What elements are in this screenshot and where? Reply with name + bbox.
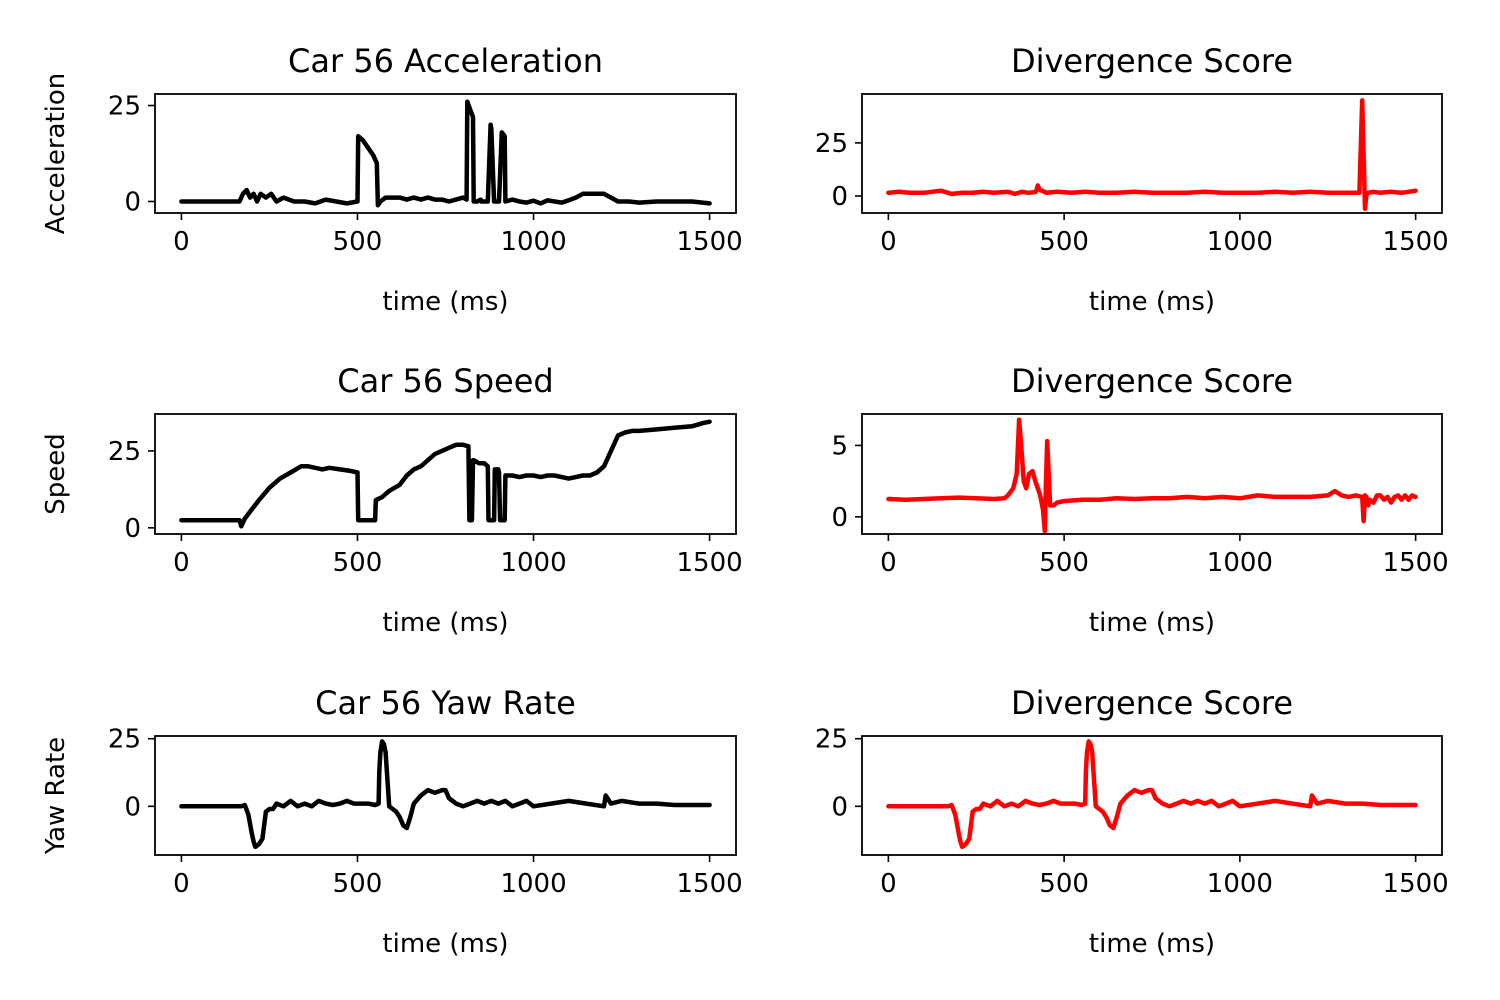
series-line-3-1	[179, 419, 712, 529]
axes-frame	[154, 413, 737, 535]
axes-frame	[154, 93, 737, 214]
subplot-title: Divergence Score	[1011, 684, 1293, 722]
x-axis-label: time (ms)	[382, 287, 508, 317]
axes-frame	[861, 735, 1443, 856]
series-line-1-1	[179, 99, 712, 208]
y-tick-label: 25	[108, 725, 141, 755]
x-tick-label: 500	[333, 227, 383, 257]
x-tick-label: 500	[1039, 227, 1089, 257]
subplot-title: Car 56 Acceleration	[288, 42, 603, 80]
y-tick-label: 0	[124, 514, 141, 544]
x-tick-label: 0	[880, 548, 897, 578]
x-tick-label: 1500	[677, 227, 743, 257]
y-axis-label: Yaw Rate	[41, 737, 71, 855]
x-tick-label: 500	[333, 869, 383, 899]
series-line-6-1	[886, 739, 1418, 850]
subplot-3: 0 500 1000 1500 0 25 Car 56 Speed time (ms) Spee…	[41, 362, 743, 638]
x-tick-label: 1000	[1207, 869, 1273, 899]
x-tick-label: 0	[173, 227, 190, 257]
x-axis-label: time (ms)	[382, 608, 508, 638]
x-tick-label: 1500	[1383, 548, 1449, 578]
axes-frame	[154, 735, 737, 856]
x-axis-label: time (ms)	[1089, 608, 1215, 638]
x-tick-label: 0	[880, 227, 897, 257]
x-tick-label: 500	[1039, 869, 1089, 899]
x-axis-label: time (ms)	[382, 929, 508, 959]
x-tick-label: 500	[1039, 548, 1089, 578]
x-tick-label: 1500	[1383, 869, 1449, 899]
y-tick-label: 25	[108, 437, 141, 467]
x-tick-label: 1500	[677, 869, 743, 899]
subplot-title: Divergence Score	[1011, 42, 1293, 80]
y-tick-label: 5	[831, 431, 848, 461]
y-tick-label: 0	[124, 792, 141, 822]
y-axis-label: Acceleration	[41, 73, 71, 235]
x-tick-label: 0	[173, 548, 190, 578]
y-tick-label: 0	[124, 187, 141, 217]
y-tick-label: 0	[831, 792, 848, 822]
subplot-title: Divergence Score	[1011, 362, 1293, 400]
x-tick-label: 500	[333, 548, 383, 578]
subplot-title: Car 56 Speed	[337, 362, 553, 400]
series-line-2-1	[886, 98, 1418, 212]
axes-frame	[861, 93, 1443, 214]
subplot-2: 0 500 1000 1500 0 25 Divergence Score time (ms)	[815, 42, 1449, 317]
series-line-4-1	[886, 417, 1418, 534]
x-axis-label: time (ms)	[1089, 929, 1215, 959]
x-tick-label: 0	[173, 869, 190, 899]
y-tick-label: 25	[108, 92, 141, 122]
x-tick-label: 1500	[1383, 227, 1449, 257]
x-tick-label: 1000	[500, 227, 566, 257]
x-tick-label: 1000	[1207, 548, 1273, 578]
x-axis-label: time (ms)	[1089, 287, 1215, 317]
x-tick-label: 0	[880, 869, 897, 899]
subplot-5: 0 500 1000 1500 0 25 Car 56 Yaw Rate time (ms) Y…	[41, 684, 743, 959]
subplot-1: 0 500 1000 1500 0 25 Car 56 Acceleration time (…	[41, 42, 743, 317]
y-tick-label: 0	[831, 182, 848, 212]
axes-frame	[861, 413, 1443, 535]
x-tick-label: 1000	[1207, 227, 1273, 257]
subplot-4: 0 500 1000 1500 0 5 Divergence Score time (ms)	[831, 362, 1448, 638]
y-axis-label: Speed	[41, 433, 71, 515]
x-tick-label: 1500	[677, 548, 743, 578]
y-tick-label: 25	[815, 725, 848, 755]
series-line-5-1	[179, 739, 712, 850]
y-tick-label: 25	[815, 129, 848, 159]
subplot-6: 0 500 1000 1500 0 25 Divergence Score time (ms)	[815, 684, 1449, 959]
x-tick-label: 1000	[500, 548, 566, 578]
x-tick-label: 1000	[500, 869, 566, 899]
subplot-title: Car 56 Yaw Rate	[315, 684, 576, 722]
y-tick-label: 0	[831, 503, 848, 533]
